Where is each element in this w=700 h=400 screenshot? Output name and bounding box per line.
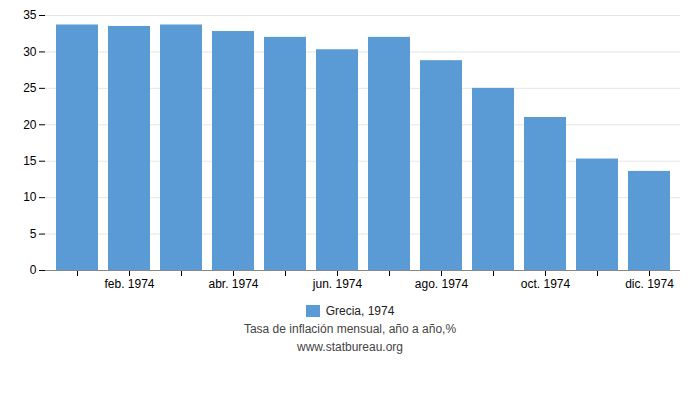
html-text:Tasa de inflación mensual, año: Tasa de inflación mensual, año a año,%	[243, 322, 457, 336]
svg-text:oct. 1974: oct. 1974	[521, 277, 571, 291]
svg-text:0: 0	[30, 263, 37, 277]
svg-text:abr. 1974: abr. 1974	[208, 277, 258, 291]
svg-text:feb. 1974: feb. 1974	[104, 277, 154, 291]
svg-text:30: 30	[23, 45, 37, 59]
svg-text:20: 20	[23, 118, 37, 132]
svg-text:10: 10	[23, 190, 37, 204]
svg-text:15: 15	[23, 154, 37, 168]
html-text:Grecia, 1974: Grecia, 1974	[325, 304, 395, 318]
svg-text:dic. 1974: dic. 1974	[625, 277, 674, 291]
svg-text:ago. 1974: ago. 1974	[415, 277, 469, 291]
svg-text:25: 25	[23, 81, 37, 95]
svg-text:35: 35	[23, 8, 37, 22]
svg-text:jun. 1974: jun. 1974	[312, 277, 363, 291]
svg-text:5: 5	[30, 227, 37, 241]
html-text:www.statbureau.org: www.statbureau.org	[297, 340, 403, 354]
